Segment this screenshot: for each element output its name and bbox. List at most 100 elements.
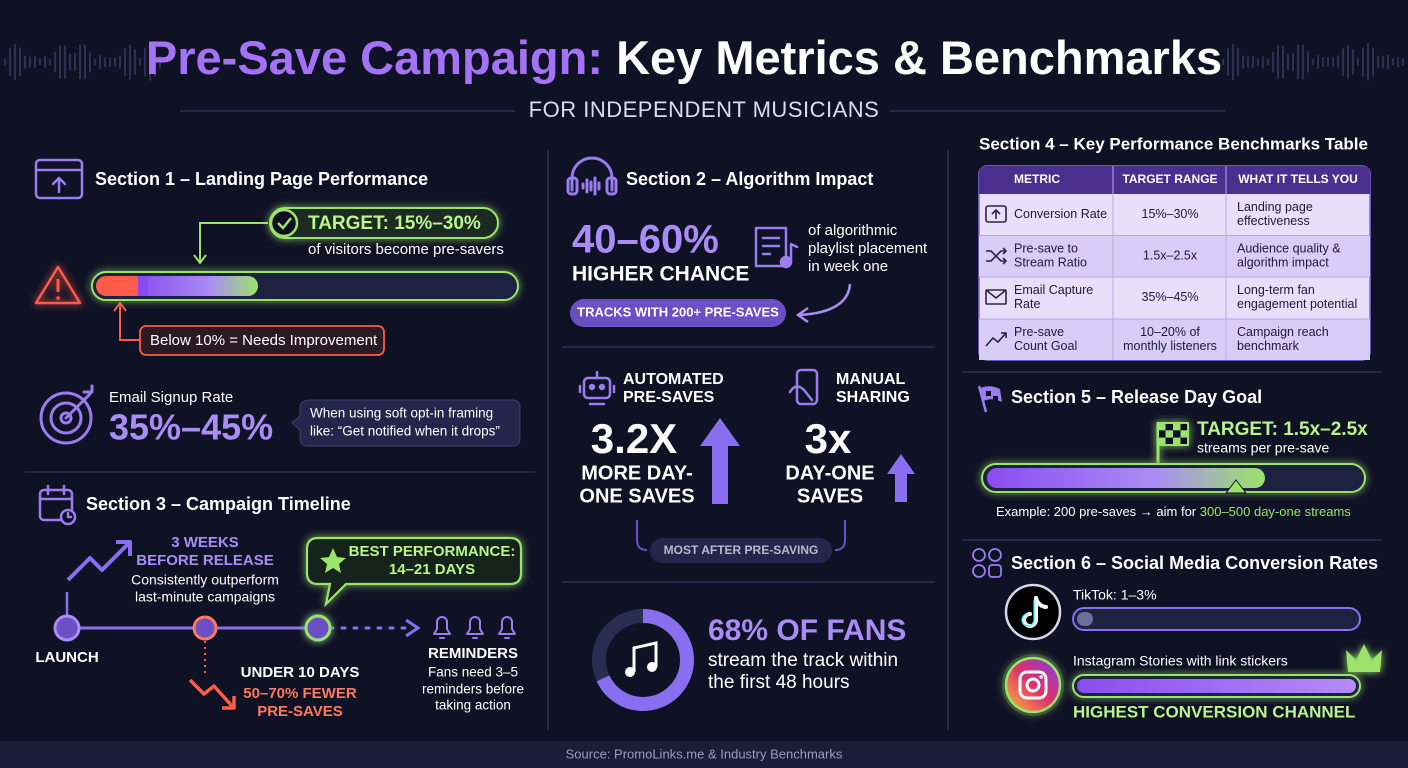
calendar-icon-part <box>38 488 74 522</box>
waveform-bar <box>1237 47 1239 77</box>
tiktok-bar-part <box>1072 607 1361 631</box>
table-icons-part <box>985 289 1007 305</box>
table-header: TARGET RANGE <box>1122 172 1217 186</box>
waveform-bar <box>1322 57 1324 67</box>
target-icon-part <box>49 401 83 435</box>
best-label: BEST PERFORMANCE: <box>349 543 516 560</box>
under-ten-result: 50–70% FEWER <box>243 685 357 702</box>
waveform-bar <box>99 55 101 69</box>
bell-icons-part <box>466 616 484 639</box>
table-cell: 1.5x–2.5x <box>1143 249 1198 263</box>
checkered-flag-icon-part <box>993 396 998 400</box>
waveform-bar <box>14 43 16 81</box>
release-target-note: streams per pre-save <box>1197 440 1329 456</box>
waveform-bar <box>34 56 36 68</box>
waveform-bar <box>104 57 106 67</box>
waveform-bar <box>9 48 11 76</box>
instagram-icon-part <box>1018 670 1048 700</box>
waveform-bar <box>1367 43 1369 81</box>
goal-flag-part <box>1165 430 1173 438</box>
benchmark-table-part <box>979 235 1370 277</box>
reminders: REMINDERS <box>428 645 518 662</box>
target-icon <box>39 384 94 445</box>
waveform-bar <box>119 55 121 69</box>
target-pill <box>269 207 499 239</box>
calendar-icon <box>38 484 77 526</box>
automated-result: MORE DAY- <box>581 462 693 484</box>
waveform-bar <box>1242 55 1244 69</box>
tracks-label: TRACKS WITH 200+ PRE-SAVES <box>577 304 779 319</box>
donut-part <box>647 662 657 672</box>
table-cell: Pre-save <box>1014 325 1064 339</box>
tiktok-icon-part <box>1004 583 1062 641</box>
table-icons <box>985 205 1008 347</box>
waveform-bar <box>1377 55 1379 69</box>
stat: 40–60% <box>572 218 719 262</box>
benchmark-table <box>978 165 1371 361</box>
waveform-bar <box>1292 52 1294 72</box>
stat-label: HIGHER CHANCE <box>572 263 749 286</box>
table-icons-part <box>991 208 1001 219</box>
waveform-bar <box>144 47 146 77</box>
title: Pre-Save Campaign: Key Metrics & Benchma… <box>146 31 1222 84</box>
table-icons-part <box>985 289 1007 300</box>
waveform-bar <box>1337 55 1339 69</box>
best-bubble <box>305 536 523 608</box>
manual-label: MANUAL <box>836 371 906 388</box>
goal-flag-part <box>1173 423 1181 431</box>
headphones-icon-part <box>570 156 614 192</box>
table-header: WHAT IT TELLS YOU <box>1238 172 1358 186</box>
waveform-bar <box>1302 44 1304 80</box>
title-lead: Pre-Save Campaign: <box>146 31 603 84</box>
waveform-bar <box>89 51 91 73</box>
waveform-bar <box>1272 51 1274 73</box>
bell-icons <box>433 616 516 639</box>
waveform-bar <box>1252 56 1254 68</box>
up-arrow <box>700 418 740 504</box>
goal-flag-part <box>1173 437 1181 445</box>
browser-icon <box>34 158 84 200</box>
title-rest: Key Metrics & Benchmarks <box>616 31 1222 84</box>
section-title: Section 5 – Release Day Goal <box>1011 387 1262 407</box>
bracket-label: MOST AFTER PRE-SAVING <box>664 543 819 557</box>
donut-part <box>592 609 694 711</box>
instagram-bar <box>1072 674 1361 698</box>
goal-flag-part <box>1180 430 1188 438</box>
waveform-bar <box>64 45 66 79</box>
table-cell: effectiveness <box>1237 214 1310 228</box>
waveform-bar <box>139 58 141 66</box>
release-target: TARGET: 1.5x–2.5x <box>1197 419 1368 440</box>
warning-icon <box>34 265 82 305</box>
waveform-bar <box>129 44 131 80</box>
waveform-bar <box>1262 56 1264 68</box>
goal-flag-part <box>1158 437 1166 445</box>
table-cell: monthly listeners <box>1123 339 1217 353</box>
release-example: Example: 200 pre-saves → aim for 300–500… <box>996 504 1351 519</box>
benchmark-table-part <box>979 166 1370 360</box>
target-arrow <box>193 222 268 265</box>
table-cell: Audience quality & <box>1237 242 1341 256</box>
waveform-bar <box>59 45 61 79</box>
browser-icon-part <box>51 176 67 194</box>
reminders-note: Fans need 3–5 <box>428 665 518 680</box>
launch-label: LAUNCH <box>35 649 98 666</box>
table-icons-part <box>985 205 1007 223</box>
best-label: 14–21 DAYS <box>389 561 475 578</box>
playlist-icon-part <box>761 236 781 256</box>
waveform-bar <box>79 44 81 80</box>
instagram-bar-part <box>1077 679 1356 693</box>
waveform-bar <box>1352 49 1354 75</box>
waveform <box>4 43 1404 81</box>
table-cell: Conversion Rate <box>1014 207 1107 221</box>
waveform-bar <box>1357 58 1359 66</box>
three-weeks: BEFORE RELEASE <box>136 552 274 569</box>
waveform-bar <box>154 47 156 77</box>
bell-icons-part <box>498 616 516 639</box>
waveform-bar <box>1347 44 1349 80</box>
waveform-bar <box>1342 48 1344 76</box>
three-weeks-note: last-minute campaigns <box>135 589 275 605</box>
manual-label: SHARING <box>836 389 910 406</box>
timeline-part <box>53 614 81 642</box>
release-bar-part <box>1224 479 1248 494</box>
waveform-bar <box>4 59 6 65</box>
